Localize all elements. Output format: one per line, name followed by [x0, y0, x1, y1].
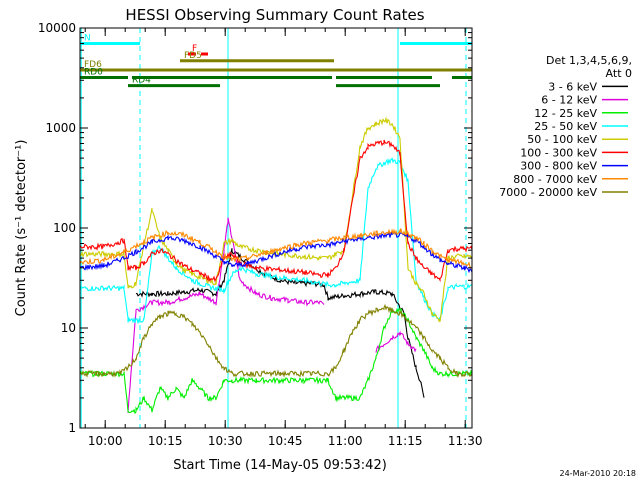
- series-line: [79, 139, 473, 283]
- y-tick-label: 1: [68, 421, 76, 435]
- y-axis-label: Count Rate (s⁻¹ detector⁻¹): [14, 140, 29, 317]
- legend-item-label: 800 - 7000 keV: [513, 173, 597, 186]
- flag-label-rd0: RD0: [84, 67, 103, 77]
- y-tick-label: 10: [61, 321, 76, 335]
- x-axis-label: Start Time (14-May-05 09:53:42): [173, 458, 387, 473]
- legend-header: Att 0: [606, 67, 632, 80]
- x-tick-label: 10:45: [268, 434, 303, 448]
- legend-item-label: 25 - 50 keV: [534, 120, 597, 133]
- y-tick-label: 10000: [38, 21, 76, 35]
- series-line: [79, 116, 473, 323]
- legend-item-label: 50 - 100 keV: [527, 133, 597, 146]
- series-line: [135, 248, 425, 398]
- series-line: [79, 303, 473, 379]
- flag-label-rd4: RD4: [132, 76, 151, 86]
- plot-frame: [79, 27, 473, 429]
- series-line: [127, 217, 417, 413]
- x-tick-label: 10:15: [148, 434, 183, 448]
- legend-item-label: 7000 - 20000 keV: [499, 186, 597, 199]
- axes-layer: 10:00 10:15 10:30 10:45 11:00 11:15 11:30 1 10 10…: [38, 21, 483, 448]
- legend-item-label: 12 - 25 keV: [534, 107, 597, 120]
- flag-label-n: N: [84, 33, 91, 43]
- legend-header: Det 1,3,4,5,6,9,: [546, 54, 632, 67]
- x-tick-label: 11:00: [328, 434, 363, 448]
- series-line: [79, 307, 473, 415]
- legend-item-label: 3 - 6 keV: [548, 80, 597, 93]
- x-tick-label: 10:00: [88, 434, 123, 448]
- y-tick-label: 100: [53, 221, 76, 235]
- x-tick-label: 11:30: [448, 434, 483, 448]
- footer-date: 24-Mar-2010 20:18: [560, 469, 637, 478]
- series-line: [79, 227, 473, 269]
- series-line: [79, 157, 473, 325]
- legend-item-label: 6 - 12 keV: [541, 94, 597, 107]
- legend-item-label: 100 - 300 keV: [520, 146, 597, 159]
- chart-title: HESSI Observing Summary Count Rates: [125, 6, 424, 24]
- flag-label-fd6: FD6: [84, 60, 102, 70]
- flag-label-f: F: [192, 44, 197, 54]
- x-tick-label: 10:30: [208, 434, 243, 448]
- flag-label-fd5: FD5: [184, 51, 202, 61]
- x-tick-label: 11:15: [388, 434, 423, 448]
- y-tick-label: 1000: [45, 121, 76, 135]
- legend-item-label: 300 - 800 keV: [520, 160, 597, 173]
